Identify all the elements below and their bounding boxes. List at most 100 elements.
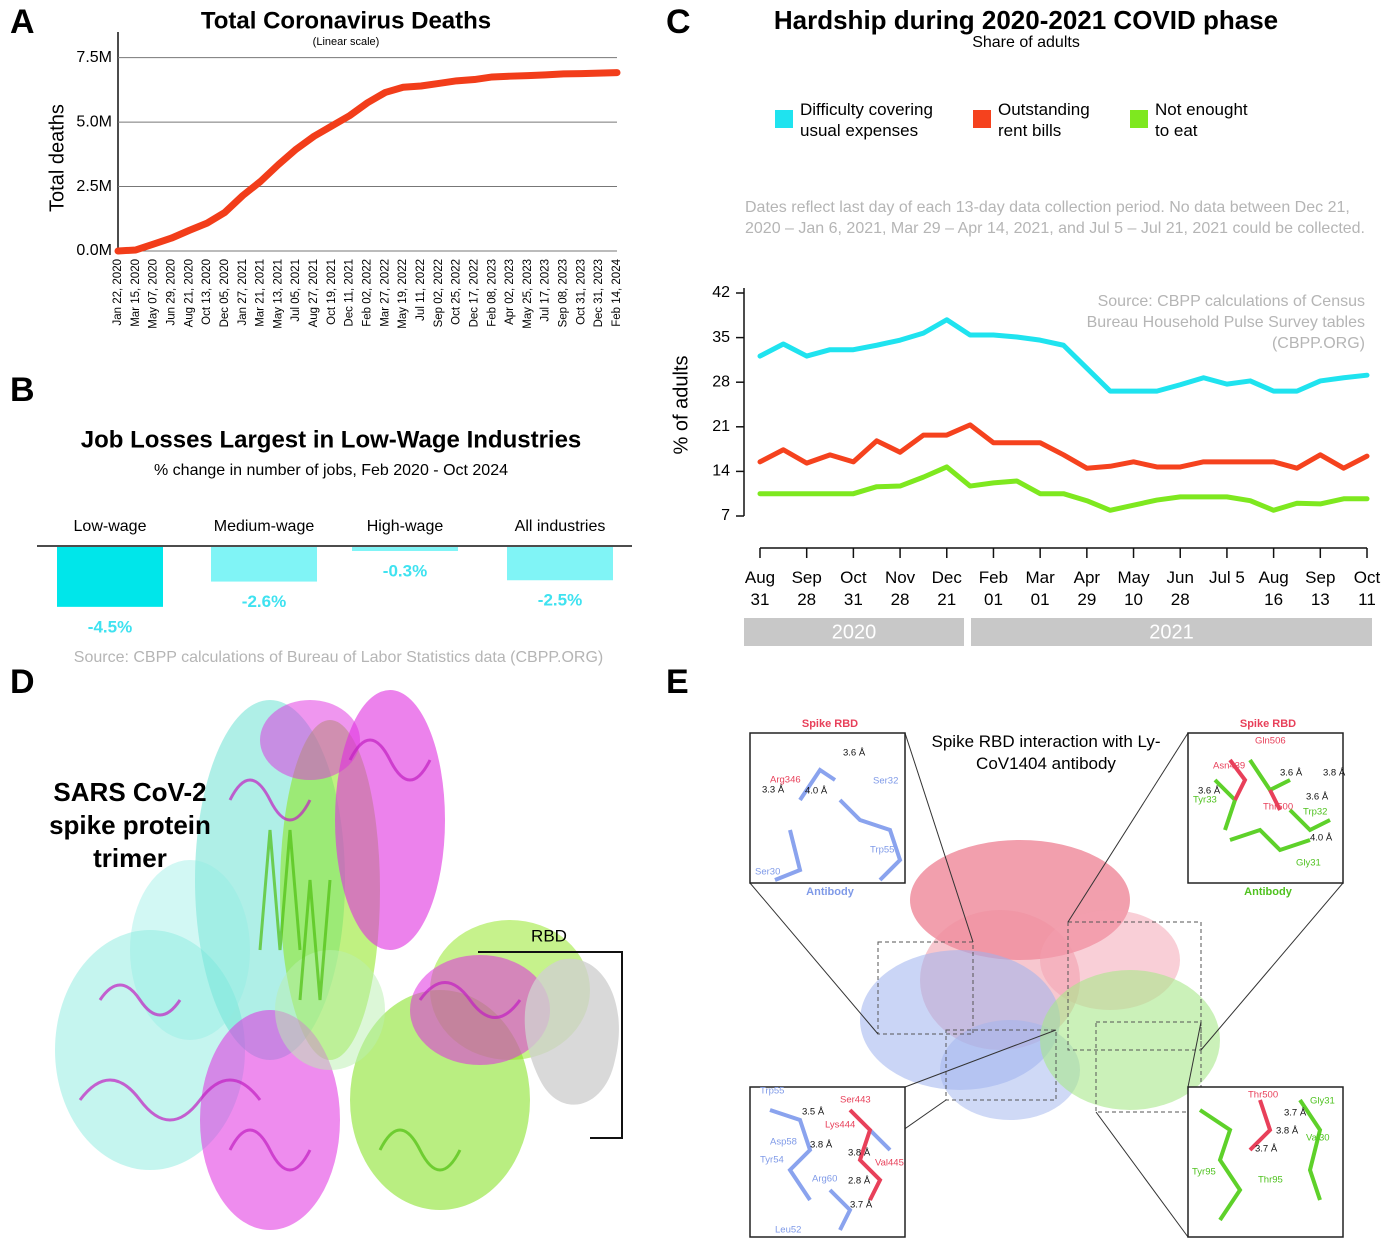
category-label: Low-wage <box>74 518 147 535</box>
value-label: -2.5% <box>538 591 582 610</box>
legend-swatch <box>1130 110 1148 128</box>
value-label: -2.6% <box>242 592 286 611</box>
y-tick-label: 28 <box>712 373 730 390</box>
x-tick-label: Apr 29 <box>1073 568 1101 609</box>
residue-label: Lys444 <box>825 1120 855 1131</box>
y-axis-label: % of adults <box>670 356 692 455</box>
residue-label: Gly31 <box>1310 1096 1335 1107</box>
x-tick-label: Feb 01 <box>978 568 1009 609</box>
year-label: 2021 <box>1149 621 1194 643</box>
y-tick-label: 21 <box>712 418 730 435</box>
x-tick-label: Jun 29, 2020 <box>165 259 177 326</box>
y-tick-label: 0.0M <box>76 242 112 259</box>
chart-title: Job Losses Largest in Low-Wage Industrie… <box>81 426 582 453</box>
y-axis-label: Total deaths <box>46 104 68 212</box>
panel-label: B <box>10 371 35 409</box>
chart-title: Total Coronavirus Deaths <box>201 7 491 34</box>
x-tick-label: Dec 17, 2022 <box>468 259 480 327</box>
y-tick-label: 7.5M <box>76 49 112 66</box>
x-tick-label: Sep 08, 2023 <box>558 259 570 327</box>
residue-label: 3.7 Å <box>1284 1108 1307 1119</box>
x-tick-label: Dec 21 <box>931 568 962 609</box>
inset-footer: Antibody <box>1244 886 1293 898</box>
x-tick-label: Oct 31 <box>840 568 867 609</box>
category-label: Medium-wage <box>214 518 315 535</box>
y-tick-label: 2.5M <box>76 178 112 195</box>
y-tick-label: 35 <box>712 329 730 346</box>
residue-label: Ser32 <box>873 776 898 787</box>
chart-source: Source: CBPP calculations of Census Bure… <box>1086 293 1365 352</box>
residue-label: Arg60 <box>812 1174 837 1185</box>
x-tick-label: May 07, 2020 <box>148 259 160 329</box>
x-tick-label: Jul 05, 2021 <box>290 259 302 322</box>
residue-label: 4.0 Å <box>805 786 828 797</box>
residue-label: Ser443 <box>840 1095 871 1106</box>
x-tick-label: Apr 02, 2023 <box>504 259 516 325</box>
residue-label: Trp55 <box>760 1086 784 1097</box>
protein-trimer <box>55 690 623 1230</box>
residue-label: 2.8 Å <box>848 1176 871 1187</box>
trimer-title: SARS CoV-2 spike protein trimer <box>49 777 211 873</box>
x-tick-label: May 13, 2021 <box>272 259 284 329</box>
residue-label: 3.8 Å <box>810 1140 833 1151</box>
legend-label: Difficulty covering usual expenses <box>800 100 933 140</box>
residue-label: Thr500 <box>1248 1090 1278 1101</box>
x-tick-label: Dec 31, 2023 <box>593 259 605 327</box>
data-line <box>757 422 1370 471</box>
residue-label: Tyr54 <box>760 1155 784 1166</box>
residue-label: Arg346 <box>770 775 801 786</box>
x-tick-label: Mar 01 <box>1025 568 1055 609</box>
residue-label: Gln506 <box>1255 736 1286 747</box>
residue-label: 3.5 Å <box>802 1107 825 1118</box>
inset-title: Spike RBD <box>1240 718 1296 730</box>
panel-label: D <box>10 663 35 701</box>
legend-label: Outstanding rent bills <box>998 100 1090 140</box>
y-tick-label: 7 <box>721 507 730 524</box>
residue-label: Val30 <box>1306 1133 1330 1144</box>
year-band <box>744 618 964 646</box>
inset-title: Spike RBD <box>802 718 858 730</box>
residue-label: Trp55 <box>870 845 894 856</box>
x-tick-label: May 10 <box>1117 568 1150 609</box>
chart-subtitle: % change in number of jobs, Feb 2020 - O… <box>154 462 508 479</box>
residue-label: 3.7 Å <box>1255 1144 1278 1155</box>
chart-subtitle: (Linear scale) <box>313 36 380 48</box>
bar <box>352 547 458 551</box>
residue-label: Asn439 <box>1213 761 1245 772</box>
residue-label: 3.3 Å <box>762 785 785 796</box>
chart-title: Hardship during 2020-2021 COVID phase <box>774 5 1278 35</box>
x-tick-label: Dec 11, 2021 <box>344 259 356 327</box>
residue-label: Ser30 <box>755 867 780 878</box>
data-line <box>757 464 1370 513</box>
x-tick-label: Aug 31 <box>744 568 776 609</box>
residue-label: 3.8 Å <box>848 1148 871 1159</box>
residue-label: 3.6 Å <box>1306 792 1329 803</box>
legend-swatch <box>973 110 991 128</box>
residue-label: Val445 <box>875 1158 904 1169</box>
residue-label: Thr500 <box>1263 802 1293 813</box>
x-tick-label: Feb 08, 2023 <box>486 259 498 327</box>
panel-label: A <box>10 3 35 41</box>
y-tick-label: 42 <box>712 284 730 301</box>
x-tick-label: Oct 31, 2023 <box>575 259 587 325</box>
legend-label: Not enought to eat <box>1155 100 1248 140</box>
x-tick-label: May 25, 2023 <box>522 259 534 329</box>
x-tick-label: Jul 11, 2022 <box>415 259 427 321</box>
residue-label: 3.7 Å <box>850 1200 873 1211</box>
data-line <box>114 69 621 255</box>
x-tick-label: Aug 16 <box>1258 568 1289 609</box>
bar <box>211 547 317 582</box>
chart-source: Source: CBPP calculations of Bureau of L… <box>74 649 603 666</box>
x-tick-label: Jul 5 <box>1208 568 1245 587</box>
x-tick-label: Oct 19, 2021 <box>326 259 338 325</box>
data-line <box>757 317 1370 394</box>
bar <box>507 547 613 581</box>
x-tick-label: Feb 02, 2022 <box>362 259 374 327</box>
chart-subtitle: Share of adults <box>972 34 1080 51</box>
y-tick-label: 14 <box>712 463 730 480</box>
x-tick-label: Jul 17, 2023 <box>540 259 552 322</box>
category-label: High-wage <box>367 518 444 535</box>
interaction-illustration <box>749 732 1344 1238</box>
